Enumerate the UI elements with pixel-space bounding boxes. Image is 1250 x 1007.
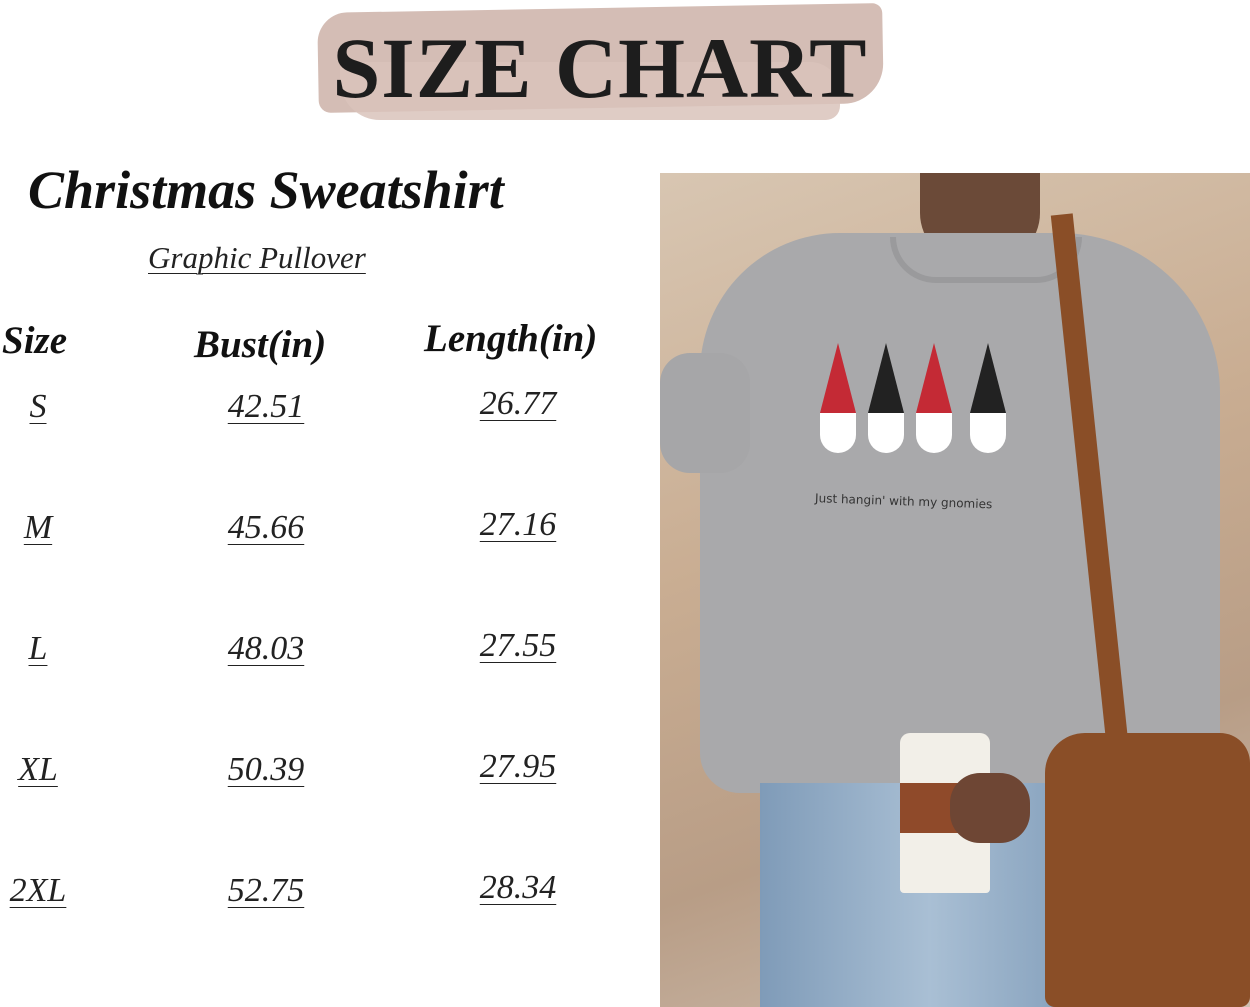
column-header-size: Size — [2, 319, 68, 362]
table-cell-size: S — [29, 388, 47, 425]
gnome-print — [810, 343, 1010, 483]
sweatshirt-sleeve-left — [660, 353, 750, 473]
table-cell-bust: 50.39 — [227, 751, 305, 788]
table-cell-bust: 52.75 — [227, 872, 305, 909]
table-cell-length: 27.95 — [479, 748, 557, 785]
sweatshirt-body — [700, 233, 1220, 793]
page-title: SIZE CHART — [332, 20, 868, 116]
table-cell-length: 28.34 — [479, 869, 557, 906]
table-cell-length: 27.16 — [479, 506, 557, 543]
title-brush-stroke-lower — [340, 62, 840, 120]
column-header-bust: Bust(in) — [194, 323, 327, 366]
handbag — [1045, 733, 1250, 1007]
product-subtitle: Graphic Pullover — [148, 240, 366, 275]
product-name: Christmas Sweatshirt — [28, 160, 504, 220]
table-cell-bust: 45.66 — [227, 509, 305, 546]
product-photo: Just hangin' with my gnomies — [660, 173, 1250, 1007]
hand — [950, 773, 1030, 843]
column-header-length: Length(in) — [424, 317, 598, 360]
table-cell-bust: 42.51 — [227, 388, 305, 425]
table-cell-length: 26.77 — [479, 385, 557, 422]
table-cell-length: 27.55 — [479, 627, 557, 664]
table-cell-size: XL — [18, 751, 58, 788]
table-cell-size: 2XL — [9, 872, 67, 909]
table-cell-size: M — [23, 509, 53, 546]
table-cell-bust: 48.03 — [227, 630, 305, 667]
table-cell-size: L — [28, 630, 48, 667]
